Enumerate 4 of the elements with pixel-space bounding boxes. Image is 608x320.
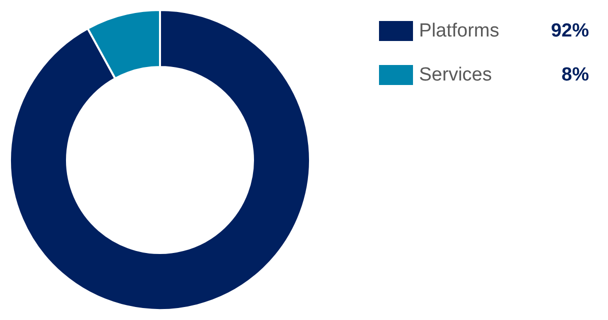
legend-label: Platforms (419, 20, 500, 42)
data-label: 8% (562, 64, 590, 86)
legend-label: Services (419, 64, 492, 86)
data-label: 92% (550, 20, 590, 42)
